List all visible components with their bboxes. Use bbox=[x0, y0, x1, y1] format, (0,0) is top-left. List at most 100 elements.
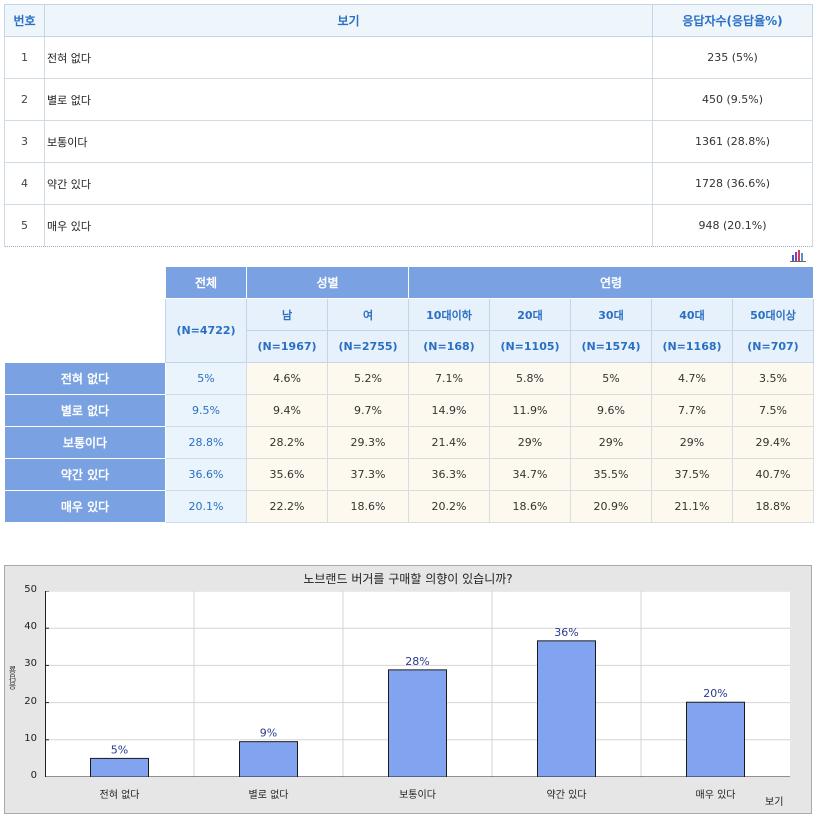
subcount: (N=168) bbox=[408, 330, 490, 363]
crosstab-cell: 7.1% bbox=[408, 362, 490, 395]
crosstab-cell: 28.2% bbox=[246, 426, 328, 459]
subheader: 10대이하 bbox=[408, 298, 490, 331]
crosstab-total-cell: 36.6% bbox=[165, 458, 247, 491]
crosstab-cell: 21.4% bbox=[408, 426, 490, 459]
y-axis-label: 응답율 bbox=[8, 666, 17, 690]
crosstab-row: 매우 있다 20.1% 22.2% 18.6% 20.2% 18.6% 20.9% 21.1%… bbox=[4, 490, 814, 523]
bar-chart-icon[interactable] bbox=[790, 248, 806, 262]
header-option: 보기 bbox=[44, 4, 653, 37]
row-number: 5 bbox=[4, 204, 45, 247]
row-value: 948 (20.1%) bbox=[652, 204, 813, 247]
header-gender: 성별 bbox=[246, 266, 409, 299]
crosstab-cell: 29% bbox=[489, 426, 571, 459]
header-age: 연령 bbox=[408, 266, 814, 299]
crosstab-cell: 5.8% bbox=[489, 362, 571, 395]
crosstab-cell: 9.4% bbox=[246, 394, 328, 427]
x-category-label: 보통이다 bbox=[399, 790, 436, 801]
plot-svg: 5% 9% 28% 36% 20% bbox=[45, 590, 790, 778]
subheader: 20대 bbox=[489, 298, 571, 331]
y-tick-label: 40 bbox=[24, 621, 37, 633]
subcount: (N=2755) bbox=[327, 330, 409, 363]
row-value: 1728 (36.6%) bbox=[652, 162, 813, 205]
y-tick-label: 10 bbox=[24, 732, 37, 744]
table-row: 4 약간 있다 1728 (36.6%) bbox=[4, 162, 813, 205]
subcount: (N=1168) bbox=[651, 330, 733, 363]
y-tick-label: 20 bbox=[24, 695, 37, 707]
crosstab-cell: 7.5% bbox=[732, 394, 814, 427]
crosstab-total-cell: 20.1% bbox=[165, 490, 247, 523]
crosstab-cell: 4.7% bbox=[651, 362, 733, 395]
subcount: (N=707) bbox=[732, 330, 814, 363]
crosstab-cell: 18.6% bbox=[327, 490, 409, 523]
subcount: (N=1574) bbox=[570, 330, 652, 363]
crosstab-cell: 29.4% bbox=[732, 426, 814, 459]
header-count: 응답자수(응답율%) bbox=[652, 4, 813, 37]
crosstab-row: 별로 없다 9.5% 9.4% 9.7% 14.9% 11.9% 9.6% 7.7% 7.5% bbox=[4, 394, 814, 427]
crosstab-cell: 5.2% bbox=[327, 362, 409, 395]
crosstab-cell: 5% bbox=[570, 362, 652, 395]
row-value: 1361 (28.8%) bbox=[652, 120, 813, 163]
y-tick-label: 50 bbox=[24, 584, 37, 595]
crosstab-cell: 35.5% bbox=[570, 458, 652, 491]
crosstab-cell: 29% bbox=[651, 426, 733, 459]
crosstab-cell: 20.9% bbox=[570, 490, 652, 523]
response-table: 번호 보기 응답자수(응답율%) 1 전혀 없다 235 (5%) 2 별로 없… bbox=[4, 4, 813, 247]
row-number: 1 bbox=[4, 36, 45, 79]
bar-data-label: 20% bbox=[703, 687, 727, 700]
crosstab-row-label: 별로 없다 bbox=[4, 394, 166, 427]
subheader: 30대 bbox=[570, 298, 652, 331]
crosstab-cell: 11.9% bbox=[489, 394, 571, 427]
header-total: 전체 bbox=[165, 266, 247, 299]
crosstab-cell: 21.1% bbox=[651, 490, 733, 523]
crosstab-cell: 34.7% bbox=[489, 458, 571, 491]
bar-data-label: 36% bbox=[554, 626, 578, 639]
crosstab-row-label: 약간 있다 bbox=[4, 458, 166, 491]
crosstab-total-cell: 28.8% bbox=[165, 426, 247, 459]
row-number: 4 bbox=[4, 162, 45, 205]
chart-title: 노브랜드 버거를 구매할 의향이 있습니까? bbox=[303, 572, 513, 586]
row-label: 약간 있다 bbox=[44, 162, 653, 205]
crosstab-total-cell: 5% bbox=[165, 362, 247, 395]
crosstab-cell: 22.2% bbox=[246, 490, 328, 523]
row-label: 별로 없다 bbox=[44, 78, 653, 121]
bar bbox=[90, 757, 149, 778]
total-n: (N=4722) bbox=[165, 298, 247, 363]
crosstab-row: 약간 있다 36.6% 35.6% 37.3% 36.3% 34.7% 35.5% 37.5%… bbox=[4, 458, 814, 491]
crosstab-cell: 29% bbox=[570, 426, 652, 459]
crosstab-cell: 37.3% bbox=[327, 458, 409, 491]
bar-data-label: 5% bbox=[111, 743, 128, 756]
row-value: 235 (5%) bbox=[652, 36, 813, 79]
crosstab-cell: 35.6% bbox=[246, 458, 328, 491]
x-axis-label: 보기 bbox=[765, 797, 784, 808]
bar-data-label: 9% bbox=[260, 727, 277, 740]
row-value: 450 (9.5%) bbox=[652, 78, 813, 121]
bar bbox=[537, 640, 596, 778]
crosstab-cell: 3.5% bbox=[732, 362, 814, 395]
row-label: 보통이다 bbox=[44, 120, 653, 163]
row-label: 전혀 없다 bbox=[44, 36, 653, 79]
crosstab-cell: 14.9% bbox=[408, 394, 490, 427]
subheader: 남 bbox=[246, 298, 328, 331]
plot-area: 5% 9% 28% 36% 20% bbox=[45, 590, 790, 778]
subheader: 여 bbox=[327, 298, 409, 331]
crosstab-cell: 9.7% bbox=[327, 394, 409, 427]
x-category-label: 별로 없다 bbox=[248, 790, 289, 801]
bar-data-label: 28% bbox=[405, 655, 429, 668]
crosstab-table: 전체 성별 연령 (N=4722) 남 여 10대이하 20대 30대 40대 … bbox=[4, 266, 814, 523]
crosstab-cell: 7.7% bbox=[651, 394, 733, 427]
header-number: 번호 bbox=[4, 4, 45, 37]
row-number: 2 bbox=[4, 78, 45, 121]
crosstab-total-cell: 9.5% bbox=[165, 394, 247, 427]
crosstab-cell: 18.8% bbox=[732, 490, 814, 523]
row-number: 3 bbox=[4, 120, 45, 163]
crosstab-cell: 9.6% bbox=[570, 394, 652, 427]
x-category-label: 전혀 없다 bbox=[99, 790, 140, 801]
x-category-label: 약간 있다 bbox=[546, 790, 587, 801]
crosstab-row-label: 매우 있다 bbox=[4, 490, 166, 523]
table-row: 1 전혀 없다 235 (5%) bbox=[4, 36, 813, 79]
subheader: 50대이상 bbox=[732, 298, 814, 331]
crosstab-row-label: 보통이다 bbox=[4, 426, 166, 459]
response-table-header: 번호 보기 응답자수(응답율%) bbox=[4, 4, 813, 37]
bar bbox=[388, 669, 447, 778]
corner-cell bbox=[4, 266, 166, 363]
